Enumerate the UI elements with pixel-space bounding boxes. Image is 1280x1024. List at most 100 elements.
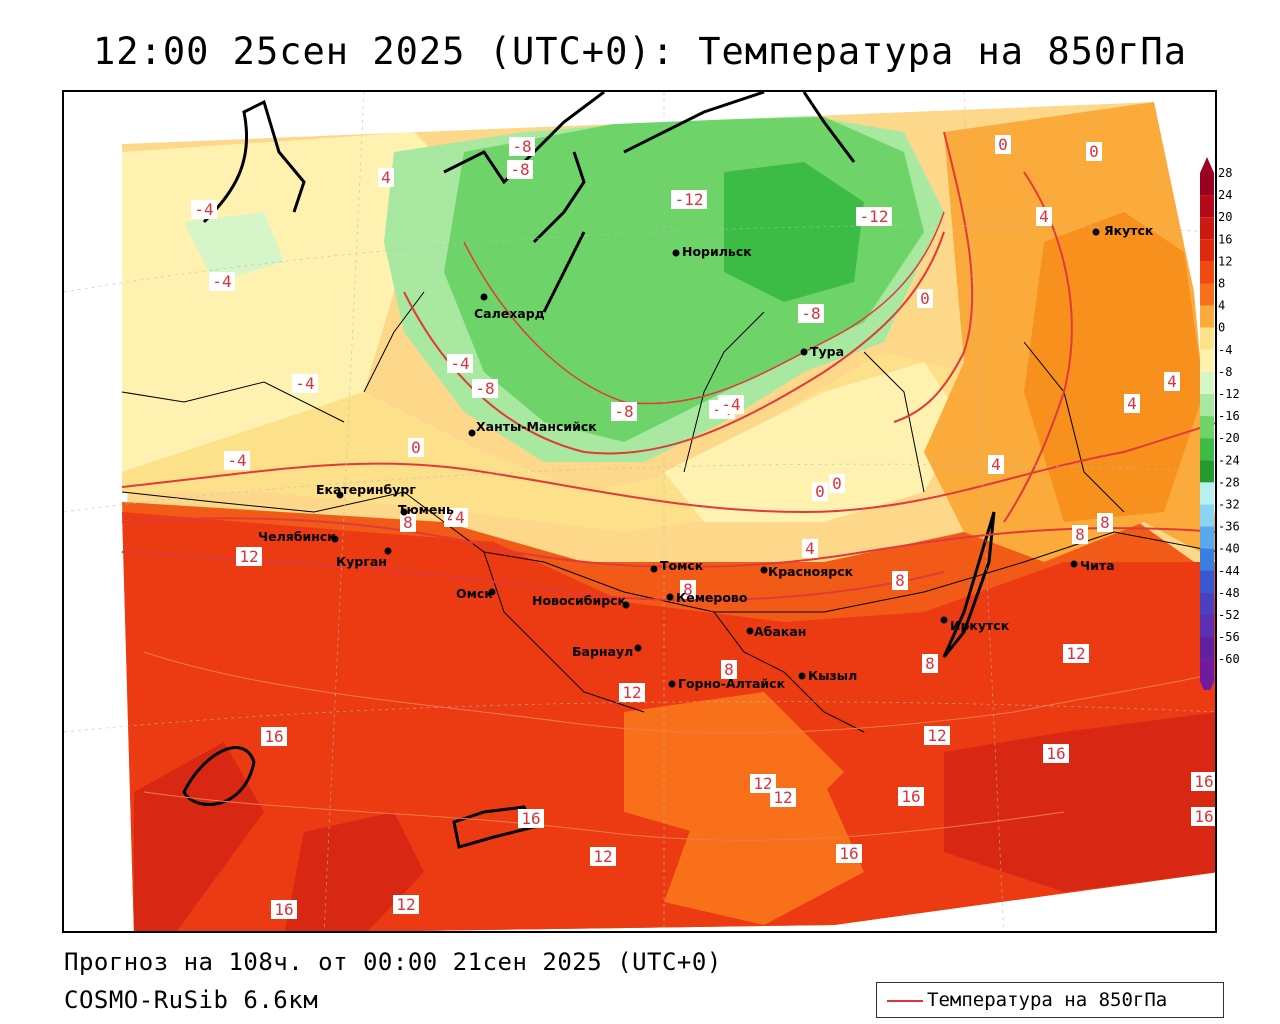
isoline-label: 0 [829,474,845,493]
isoline-value: -4 [721,395,740,414]
city-dot [468,429,476,437]
isoline-label: 12 [1063,644,1089,663]
city-dot [668,680,676,688]
isoline-label: 4 [988,455,1004,474]
city-marker: Норильск [672,244,752,259]
isoline-label-bg [191,200,217,219]
legend-label: Температура на 850гПа [927,989,1168,1011]
isoline-label: 8 [680,580,696,599]
isoline-label: 4 [1164,372,1180,391]
isoline-label-bg [898,787,924,806]
isoline-value: -8 [614,402,633,421]
isoline-label: -4 [447,354,473,373]
colorbar-tick-label: -44 [1218,564,1240,578]
isoline-label: -12 [671,190,707,209]
city-label: Салехард [474,306,545,321]
city-dot [1092,228,1100,236]
colorbar-tick-label: -12 [1218,387,1240,401]
city-label: Иркутск [950,618,1010,633]
city-dot [940,616,948,624]
isoline-label-bg [518,809,544,828]
city-label: Тура [810,344,844,359]
isoline-label: 16 [271,900,297,919]
isoline-label-bg [1097,513,1113,532]
isoline-value: 0 [815,482,825,501]
city-label: Екатеринбург [316,482,416,497]
colorbar-tick-label: -56 [1218,630,1240,644]
colorbar-swatch [1200,615,1214,638]
isoline-label-bg [1043,744,1069,763]
isoline-labels: -8-8-12-12-4-4-4-440040-8-4-8-4-8-400444… [191,135,1215,919]
city-dot [1070,560,1078,568]
colorbar-tick-label: -60 [1218,652,1240,666]
colorbar-tick-label: -16 [1218,409,1240,423]
colorbar-swatch [1200,239,1214,262]
colorbar-swatch [1200,526,1214,549]
isoline-label-bg [378,168,394,187]
isoline-label: -4 [718,395,744,414]
isoline-value: -4 [227,451,246,470]
isoline-value: 16 [264,727,283,746]
isoline-label: 12 [924,726,950,745]
colorbar-swatch [1200,504,1214,527]
isoline-value: 8 [403,513,413,532]
city-dot [488,588,496,596]
isoline-value: 4 [381,168,391,187]
isoline-label-bg [1191,807,1215,826]
isoline-label: 4 [1036,207,1052,226]
isoline-label: 0 [917,289,933,308]
city-dot [666,593,674,601]
colorbar-swatch [1200,659,1214,682]
isoline-label: 4 [1124,394,1140,413]
isoline-label: 0 [1086,142,1102,161]
isoline-label-bg [802,539,818,558]
isoline-value: -4 [212,272,231,291]
isoline-label: 12 [236,547,262,566]
isoline-value: -12 [675,190,704,209]
legend: Температура на 850гПа [876,982,1224,1018]
isoline-label-bg [1072,525,1088,544]
isoline-value: 12 [753,774,772,793]
isoline-label-bg [721,660,737,679]
isoline-value: -4 [450,354,469,373]
isoline-label: 12 [750,774,776,793]
city-layer: Салехард Норильск Тура Якутск Ханты-Мансийск… [258,223,1154,691]
isoline-label: 16 [1191,807,1215,826]
colorbar-tick-label: 4 [1218,299,1225,313]
isoline-label-bg [718,395,744,414]
map-area: -8-8-12-12-4-4-4-440040-8-4-8-4-8-400444… [62,90,1217,933]
legend-line-swatch [887,1000,923,1002]
city-dot [331,535,339,543]
colorbar-swatch [1200,327,1214,350]
isoline-label-bg [509,137,535,156]
isoline-label: 0 [812,482,828,501]
colorbar-swatch [1200,570,1214,593]
colorbar-swatch [1200,438,1214,461]
colorbar-tick-label: -48 [1218,586,1240,600]
city-marker: Абакан [746,624,806,639]
isoline-label: -8 [798,304,824,323]
isoline-label: -8 [472,379,498,398]
city-dot [622,601,630,609]
city-label: Абакан [754,624,806,639]
isoline-label-bg [507,160,533,179]
isoline-label: 8 [922,654,938,673]
colorbar-tick-label: -28 [1218,475,1240,489]
colorbar-tick-label: -36 [1218,520,1240,534]
colorbar-swatch [1200,349,1214,372]
isoline-label: -12 [856,207,892,226]
city-dot [634,644,642,652]
isoline-value: 12 [773,788,792,807]
isoline-label: 16 [1043,744,1069,763]
isoline-label-bg [917,289,933,308]
city-dot [400,508,408,516]
isoline-label-bg [224,451,250,470]
isoline-label-bg [447,354,473,373]
city-label: Тюмень [398,502,454,517]
isoline-value: 16 [274,900,293,919]
isoline-value: 12 [239,547,258,566]
colorbar-tick-label: 0 [1218,321,1225,335]
isoline-label: 8 [1097,513,1113,532]
isoline-label: 16 [898,787,924,806]
isoline-label: 8 [400,513,416,532]
